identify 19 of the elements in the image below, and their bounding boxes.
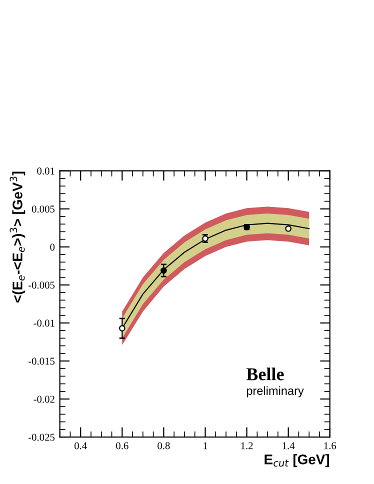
- y-tick-label: -0.015: [28, 358, 55, 365]
- x-tick-label: 0.4: [74, 442, 87, 450]
- x-tick-label: 0.8: [158, 442, 170, 450]
- x-tick-label: 0.6: [116, 442, 128, 450]
- x-tick-label: 1.2: [241, 442, 253, 450]
- y-tick-label: 0.005: [32, 206, 55, 213]
- annotation: preliminary: [246, 386, 304, 398]
- y-tick-label: -0.02: [34, 396, 54, 403]
- y-tick-label: 0: [50, 244, 55, 251]
- y-tick-label: -0.025: [28, 434, 55, 441]
- x-tick-label: 1.6: [324, 442, 336, 450]
- x-tick-label: 1.4: [282, 442, 295, 450]
- y-tick-label: 0.01: [37, 168, 54, 175]
- x-tick-label: 1: [204, 442, 208, 450]
- y-tick-label: -0.005: [28, 282, 55, 289]
- x-axis-title: E$_{cut}$ [GeV]: [264, 454, 329, 468]
- annotation: Belle: [246, 368, 284, 380]
- y-tick-label: -0.01: [34, 320, 54, 327]
- text: <(E$_{e}$-<E$_{e}$>)$^{3}$> [GeV$^{3}$]: [10, 172, 26, 302]
